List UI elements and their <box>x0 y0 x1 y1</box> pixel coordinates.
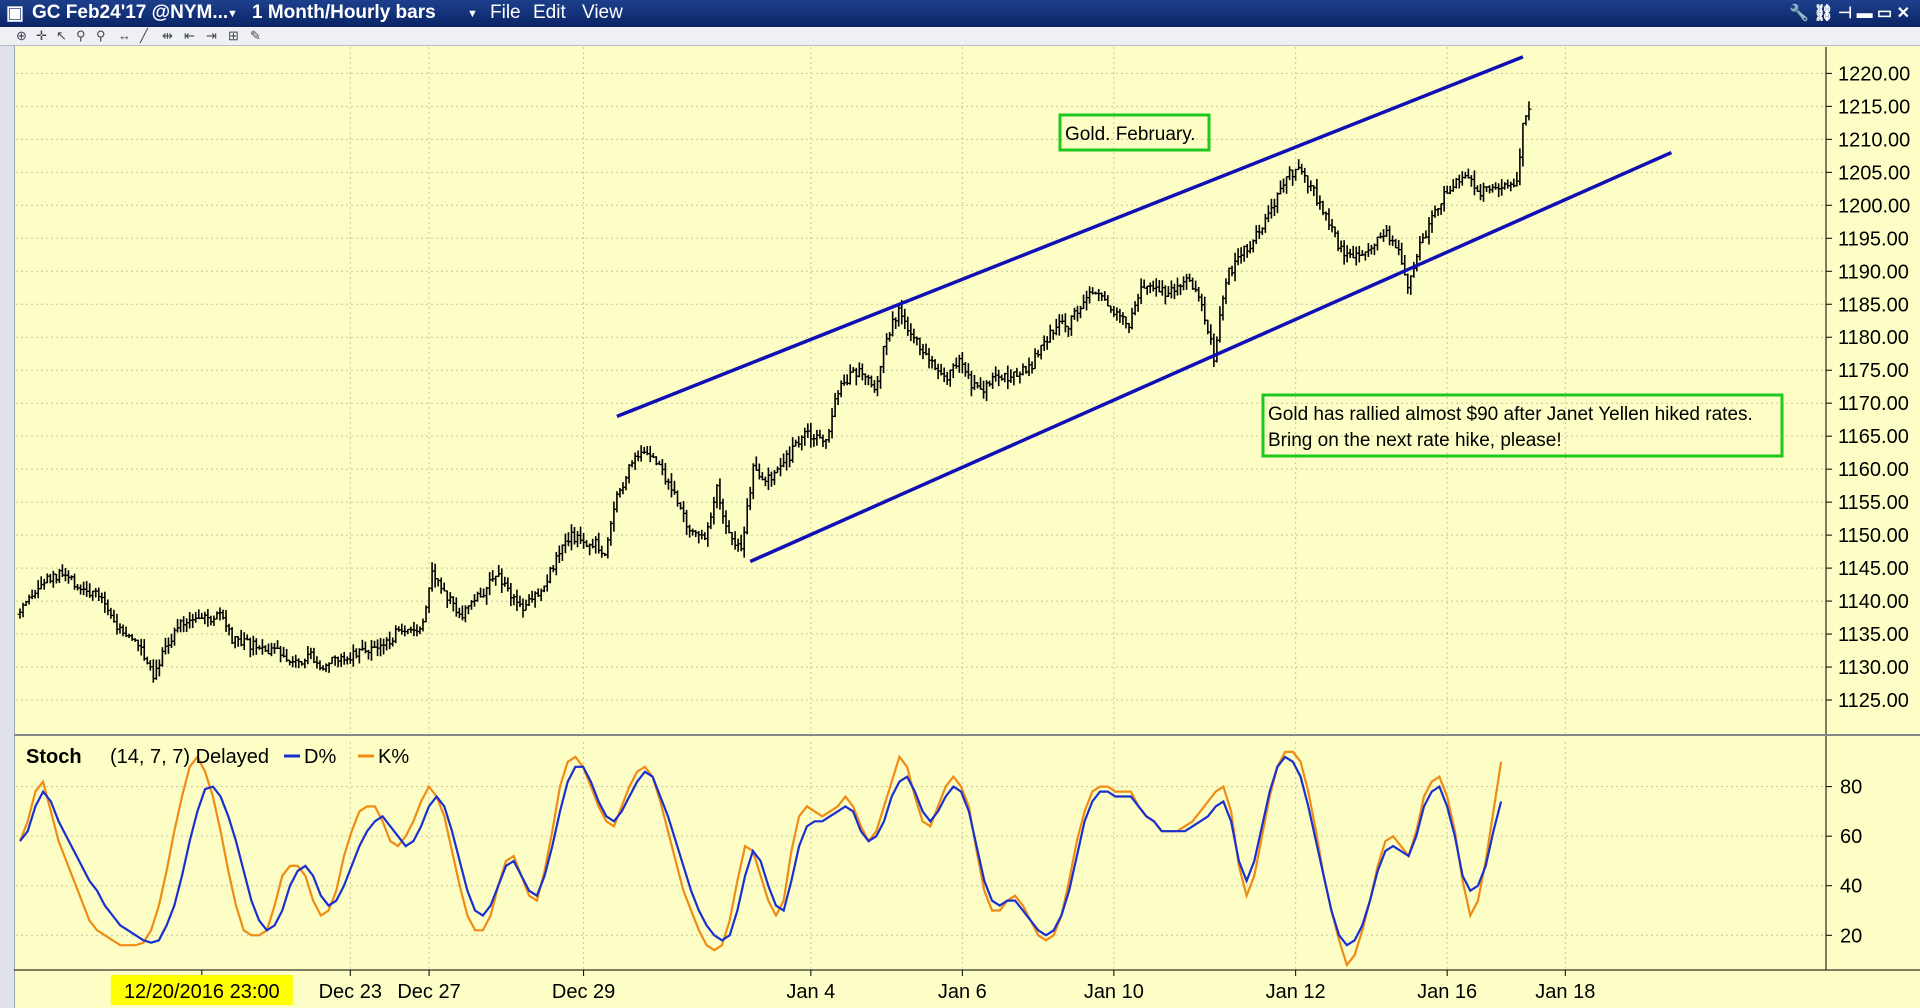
price-tick-label: 1150.00 <box>1838 525 1909 547</box>
price-tick-label: 1160.00 <box>1838 459 1909 481</box>
minimize-icon[interactable]: ▬ <box>1856 5 1873 22</box>
pin-icon[interactable]: ⊣ <box>1838 5 1853 22</box>
price-tick-label: 1175.00 <box>1838 360 1909 382</box>
stoch-params: (14, 7, 7) Delayed <box>110 746 269 768</box>
price-tick-label: 1125.00 <box>1838 690 1909 712</box>
d-percent-line <box>19 755 1503 947</box>
link-icon[interactable]: ⛓ <box>1813 5 1834 22</box>
crosshair-icon[interactable]: ✛ <box>36 28 47 43</box>
stoch-lines <box>18 750 1503 968</box>
magnify-icon[interactable]: ⚲ <box>76 28 86 43</box>
window-controls: 🔧 ⛓ ⊣ ▬ ▭ ✕ <box>1789 3 1910 23</box>
annotation-text-line1: Gold has rallied almost $90 after Janet … <box>1268 404 1753 425</box>
price-tick-label: 1130.00 <box>1838 657 1909 679</box>
k-percent-line <box>18 750 1503 968</box>
symbol-dropdown-icon[interactable]: ▼ <box>227 8 238 20</box>
symbol-selector[interactable]: GC Feb24'17 @NYM... <box>32 2 229 23</box>
price-tick-label: 1155.00 <box>1838 492 1909 514</box>
date-tick-label: Dec 27 <box>397 981 460 1003</box>
date-tick-label: Jan 18 <box>1535 981 1595 1003</box>
annotation-box <box>1058 113 1211 152</box>
price-tick-label: 1200.00 <box>1838 195 1910 217</box>
layout-icon[interactable]: ⊞ <box>228 28 239 43</box>
stoch-tick-label: 60 <box>1840 826 1862 848</box>
price-tick-label: 1135.00 <box>1838 624 1909 646</box>
annotate-icon[interactable]: ✎ <box>250 28 261 43</box>
price-tick-label: 1220.00 <box>1838 63 1910 85</box>
cursor-date-highlight <box>110 975 293 1005</box>
price-tick-label: 1205.00 <box>1838 162 1910 184</box>
date-tick-label: Jan 4 <box>786 981 835 1003</box>
channel-lower-line <box>749 150 1673 564</box>
date-tick-label: Jan 16 <box>1417 981 1477 1003</box>
title-bar[interactable]: ▣ GC Feb24'17 @NYM... ▼ 1 Month/Hourly b… <box>0 0 1920 27</box>
price-tick-label: 1180.00 <box>1838 327 1909 349</box>
zoom-in-icon[interactable]: ⊕ <box>16 28 27 43</box>
bar-width-icon[interactable]: ⇹ <box>162 28 173 43</box>
menu-view[interactable]: View <box>582 2 623 23</box>
channel-upper-line <box>616 55 1524 419</box>
stoch-tick-label: 20 <box>1840 925 1862 947</box>
date-tick-label: Dec 29 <box>552 981 615 1003</box>
price-channel <box>616 55 1673 564</box>
stoch-legend: Stoch (14, 7, 7) Delayed D% K% <box>26 746 409 768</box>
price-tick-label: 1170.00 <box>1838 393 1909 415</box>
close-icon[interactable]: ✕ <box>1896 5 1910 22</box>
date-tick-label: Dec 23 <box>319 981 382 1003</box>
app-icon[interactable]: ▣ <box>6 3 24 24</box>
draw-line-icon[interactable]: ╱ <box>140 28 148 43</box>
price-tick-label: 1190.00 <box>1838 261 1909 283</box>
stoch-axis: 80 60 40 20 <box>1826 777 1862 947</box>
price-tick-label: 1185.00 <box>1838 294 1909 316</box>
pointer-icon[interactable]: ↖ <box>56 28 67 43</box>
cursor-date-label: 12/20/2016 23:00 <box>124 981 280 1003</box>
maximize-icon[interactable]: ▭ <box>1877 5 1893 22</box>
stoch-tick-label: 80 <box>1840 777 1862 799</box>
price-bars <box>17 101 1532 683</box>
drawing-toolbar: ⊕ ✛ ↖ ⚲ ⚲ ↔ ╱ ⇹ ⇤ ⇥ ⊞ ✎ <box>0 27 1920 46</box>
menu-file[interactable]: File <box>490 2 521 23</box>
scroll-right-icon[interactable]: ⇥ <box>206 28 217 43</box>
scroll-handle[interactable] <box>0 46 15 1008</box>
tools-icon[interactable]: 🔧 <box>1789 5 1809 22</box>
period-selector[interactable]: 1 Month/Hourly bars <box>252 2 436 23</box>
price-tick-label: 1215.00 <box>1838 96 1910 118</box>
k-legend-label: K% <box>378 746 409 768</box>
stoch-title: Stoch <box>26 746 82 768</box>
date-tick-label: Jan 10 <box>1084 981 1144 1003</box>
period-dropdown-icon[interactable]: ▼ <box>467 8 478 20</box>
magnify-minus-icon[interactable]: ⚲ <box>96 28 106 43</box>
d-legend-label: D% <box>304 746 336 768</box>
price-tick-label: 1140.00 <box>1838 591 1909 613</box>
annotation-text-line2: Bring on the next rate hike, please! <box>1268 430 1562 451</box>
menu-edit[interactable]: Edit <box>533 2 566 23</box>
ruler-icon[interactable]: ↔ <box>118 28 131 43</box>
price-tick-label: 1165.00 <box>1838 426 1909 448</box>
annotation-title: Gold. February. <box>1065 124 1196 145</box>
price-tick-label: 1145.00 <box>1838 558 1909 580</box>
stoch-tick-label: 40 <box>1840 876 1862 898</box>
date-tick-label: Jan 6 <box>938 981 987 1003</box>
stoch-grid <box>16 742 1826 970</box>
panel-frames <box>14 47 1920 971</box>
date-tick-label: Jan 12 <box>1266 981 1326 1003</box>
price-tick-label: 1210.00 <box>1838 129 1910 151</box>
scroll-left-icon[interactable]: ⇤ <box>184 28 195 43</box>
annotations: Gold. February. Gold has rallied almost $… <box>1058 113 1784 458</box>
date-axis: Dec 23 Dec 27 Dec 29 Jan 4 Jan 6 Jan 10 Jan 12… <box>110 970 1595 1005</box>
price-tick-label: 1195.00 <box>1838 228 1909 250</box>
price-grid <box>16 47 1826 733</box>
annotation-box <box>1261 393 1784 458</box>
price-axis: 1220.00 1215.00 1210.00 1205.00 1200.00 1195.… <box>1826 63 1910 712</box>
